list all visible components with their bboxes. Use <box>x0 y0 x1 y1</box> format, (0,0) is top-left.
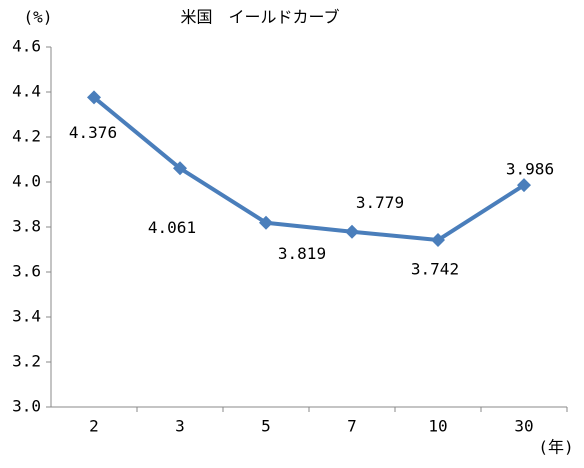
y-tick-label: 3.4 <box>12 307 41 326</box>
data-label: 4.376 <box>69 123 117 142</box>
y-tick-label: 4.4 <box>12 82 41 101</box>
y-tick-label: 4.2 <box>12 127 41 146</box>
x-tick-label: 2 <box>89 417 99 436</box>
marker <box>517 178 531 193</box>
x-tick-label: 3 <box>175 417 185 436</box>
x-tick-label: 7 <box>347 417 357 436</box>
x-axis-label: (年) <box>538 438 573 457</box>
marker <box>259 215 273 230</box>
y-tick-label: 4.6 <box>12 37 41 56</box>
x-tick-label: 30 <box>514 417 533 436</box>
data-label: 3.986 <box>506 160 554 179</box>
y-axis-label: (%) <box>24 8 53 27</box>
y-tick-label: 4.0 <box>12 172 41 191</box>
marker <box>173 161 187 176</box>
y-tick-label: 3.8 <box>12 217 41 236</box>
chart-title: 米国 イールドカーブ <box>180 8 339 27</box>
data-label: 4.061 <box>148 218 196 237</box>
x-tick-label: 5 <box>261 417 271 436</box>
y-tick-label: 3.6 <box>12 262 41 281</box>
marker <box>345 224 359 239</box>
data-label: 3.779 <box>356 193 404 212</box>
y-tick-label: 3.0 <box>12 397 41 416</box>
data-label: 3.742 <box>411 260 459 279</box>
marker <box>431 233 445 248</box>
x-tick-label: 10 <box>428 417 447 436</box>
y-tick-label: 3.2 <box>12 352 41 371</box>
line <box>92 95 526 243</box>
data-label: 3.819 <box>278 244 326 263</box>
marker <box>87 90 101 105</box>
